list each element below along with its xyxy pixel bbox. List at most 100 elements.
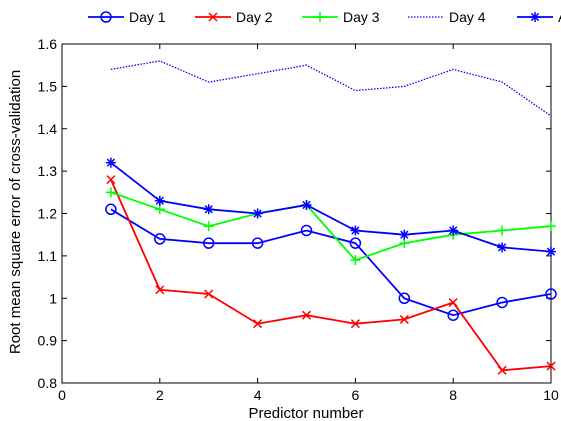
y-tick-label: 0.8 [38, 375, 58, 391]
data-point-all [546, 246, 556, 257]
series-line-all [110, 161, 552, 253]
marker-stroke [530, 12, 540, 22]
data-point-day-3 [399, 238, 410, 249]
data-point-day-3 [546, 221, 556, 232]
data-point-day-1 [545, 288, 557, 300]
legend-marker [530, 12, 540, 22]
legend-label: All [558, 9, 561, 25]
data-point-day-2 [301, 310, 312, 320]
data-point-all [350, 225, 361, 236]
y-tick-label: 1.2 [38, 206, 58, 222]
series-layer [105, 60, 557, 375]
legend-marker [100, 11, 112, 23]
x-axis-label: Predictor number [248, 405, 363, 421]
series-line-day-1 [110, 208, 552, 317]
data-point-day-2 [399, 314, 409, 324]
legend-label: Day 3 [343, 9, 380, 25]
marker-stroke [106, 158, 116, 167]
y-tick-label: 1.6 [38, 36, 58, 52]
data-point-day-3 [350, 255, 361, 266]
data-point-all [203, 204, 214, 215]
marker-stroke [204, 205, 213, 214]
marker-stroke [546, 247, 556, 256]
plot-frame [61, 43, 552, 384]
legend-item-day-1: Day 1 [88, 9, 166, 25]
data-point-all [497, 242, 508, 253]
y-tick-label: 1.1 [38, 248, 58, 264]
x-tick-label: 0 [58, 387, 66, 403]
marker-stroke [253, 319, 263, 329]
legend-label: Day 4 [449, 9, 486, 25]
marker-stroke [155, 196, 164, 205]
data-point-all [301, 200, 312, 211]
data-point-day-2 [546, 361, 556, 371]
data-point-day-2 [155, 285, 165, 295]
data-point-day-1 [496, 296, 508, 309]
marker-stroke [497, 243, 507, 252]
y-tick-label: 1.5 [38, 78, 58, 94]
legend-item-day-2: Day 2 [195, 9, 273, 25]
marker-stroke [497, 365, 507, 375]
x-tick-label: 2 [156, 387, 164, 403]
marker-stroke [448, 297, 458, 308]
marker-stroke [546, 361, 556, 371]
data-point-all [448, 225, 459, 236]
data-point-day-3 [154, 204, 165, 215]
data-point-day-1 [154, 233, 166, 245]
data-point-day-2 [106, 175, 116, 185]
marker-stroke [350, 319, 360, 329]
axes: 0 2 4 6 8 10 0.8 0.9 1 1.1 1.2 1.3 1.4 1.5 1.6 [38, 36, 559, 403]
data-point-day-2 [204, 289, 214, 299]
x-tick-label: 10 [543, 387, 559, 403]
x-tick-label: 8 [449, 387, 457, 403]
data-point-day-1 [349, 237, 362, 249]
y-axis-label: Root mean square error of cross-validati… [7, 70, 24, 354]
data-point-all [399, 229, 410, 240]
legend: Day 1 Day 2 Day 3 Day 4 All [88, 9, 561, 25]
data-point-day-3 [105, 187, 116, 198]
legend-item-all: All [517, 9, 561, 25]
data-point-day-1 [251, 237, 264, 249]
series-day-4 [110, 60, 552, 117]
data-point-all [252, 208, 263, 219]
data-point-day-1 [398, 292, 411, 304]
legend-marker [208, 12, 218, 22]
plot-area [61, 43, 552, 384]
legend-item-day-3: Day 3 [302, 9, 380, 25]
y-tick-label: 1 [49, 290, 57, 306]
y-tick-label: 1.3 [38, 163, 58, 179]
x-tick-label: 4 [254, 387, 262, 403]
data-point-all [154, 195, 165, 206]
data-point-day-2 [497, 365, 507, 375]
marker-stroke [399, 314, 409, 324]
marker-stroke [155, 285, 165, 295]
data-point-day-2 [253, 319, 263, 329]
marker-stroke [302, 200, 311, 210]
x-tick-label: 6 [352, 387, 360, 403]
data-point-day-1 [202, 237, 215, 249]
data-point-day-1 [300, 224, 313, 237]
series-day-1 [105, 203, 557, 321]
y-tick-label: 0.9 [38, 333, 58, 349]
data-point-day-2 [448, 297, 458, 308]
legend-label: Day 2 [236, 9, 273, 25]
y-tick-label: 1.4 [38, 121, 58, 137]
marker-stroke [106, 175, 116, 185]
legend-item-day-4: Day 4 [408, 9, 486, 25]
series-all [105, 157, 556, 257]
data-point-day-3 [497, 225, 508, 236]
marker-stroke [204, 289, 214, 299]
data-point-day-2 [350, 319, 360, 329]
marker-stroke [351, 226, 360, 235]
series-line-day-2 [110, 179, 552, 372]
marker-stroke [400, 230, 409, 239]
series-day-2 [106, 175, 556, 375]
data-point-day-3 [203, 221, 214, 232]
data-point-day-1 [105, 203, 117, 216]
marker-stroke [301, 310, 312, 320]
legend-marker [315, 12, 325, 22]
marker-stroke [253, 209, 262, 218]
marker-stroke [449, 226, 458, 235]
marker-stroke [208, 12, 218, 22]
